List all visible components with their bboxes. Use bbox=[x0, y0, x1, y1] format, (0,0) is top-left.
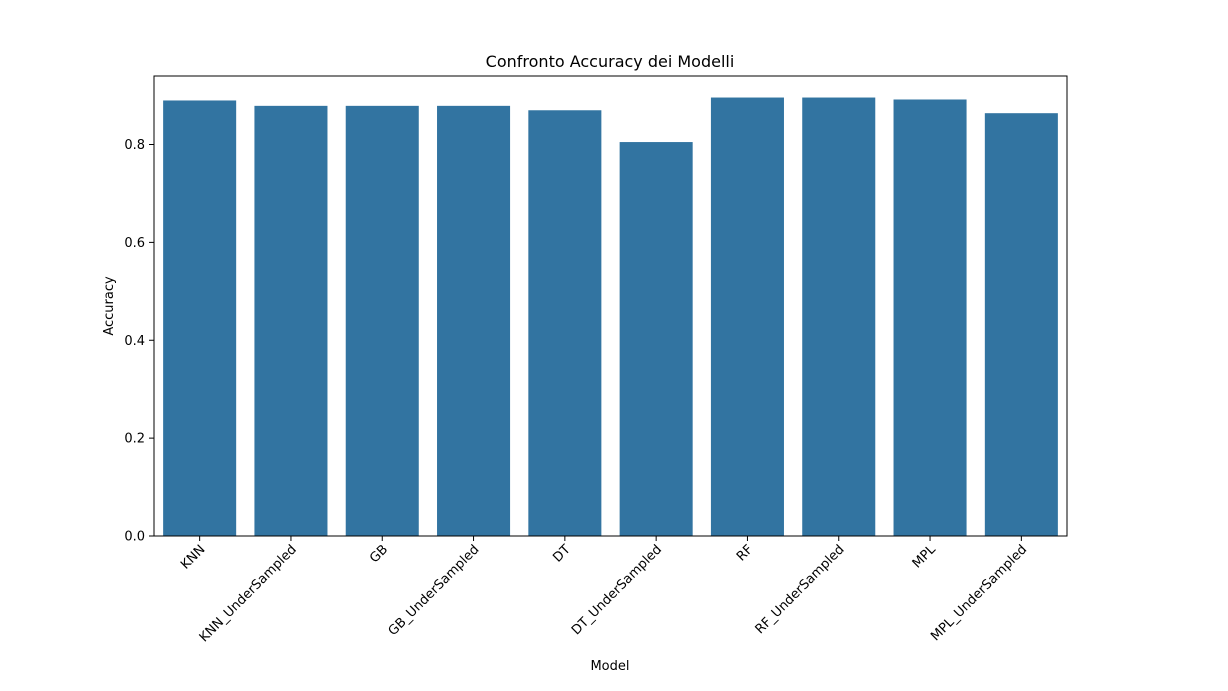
y-tick-label: 0.2 bbox=[124, 432, 145, 447]
bar-mpl bbox=[893, 99, 967, 536]
bar-dt-undersampled bbox=[619, 142, 693, 536]
chart-title: Confronto Accuracy dei Modelli bbox=[486, 52, 735, 71]
bars-group bbox=[163, 97, 1058, 537]
bar-knn bbox=[163, 100, 237, 537]
x-tick-label: DT_UnderSampled bbox=[569, 542, 665, 638]
bar-gb bbox=[345, 105, 419, 536]
y-tick-label: 0.0 bbox=[124, 530, 145, 545]
plot-frame bbox=[153, 75, 1068, 537]
y-axis: 0.0 0.2 0.4 0.6 0.8 bbox=[124, 138, 154, 545]
y-tick-label: 0.6 bbox=[124, 236, 145, 251]
x-tick-label: RF bbox=[734, 542, 756, 564]
x-tick-label: MPL bbox=[910, 542, 940, 572]
y-axis-label: Accuracy bbox=[102, 276, 117, 336]
bar-rf bbox=[710, 97, 784, 536]
x-tick-label: GB bbox=[367, 542, 391, 566]
x-tick-label: GB_UnderSampled bbox=[386, 542, 483, 639]
bar-rf-undersampled bbox=[802, 97, 876, 536]
x-tick-label: RF_UnderSampled bbox=[753, 542, 848, 637]
y-tick-label: 0.8 bbox=[124, 138, 145, 153]
bar-gb-undersampled bbox=[437, 105, 511, 536]
x-tick-label: DT bbox=[550, 542, 573, 565]
x-axis-label: Model bbox=[590, 659, 629, 674]
bar-dt bbox=[528, 110, 602, 537]
x-tick-label: MPL_UnderSampled bbox=[928, 542, 1030, 644]
y-tick-label: 0.4 bbox=[124, 334, 145, 349]
bar-mpl-undersampled bbox=[984, 113, 1058, 536]
bar-knn-undersampled bbox=[254, 105, 328, 536]
x-tick-label: KNN bbox=[178, 542, 208, 572]
x-tick-label: KNN_UnderSampled bbox=[197, 542, 300, 645]
